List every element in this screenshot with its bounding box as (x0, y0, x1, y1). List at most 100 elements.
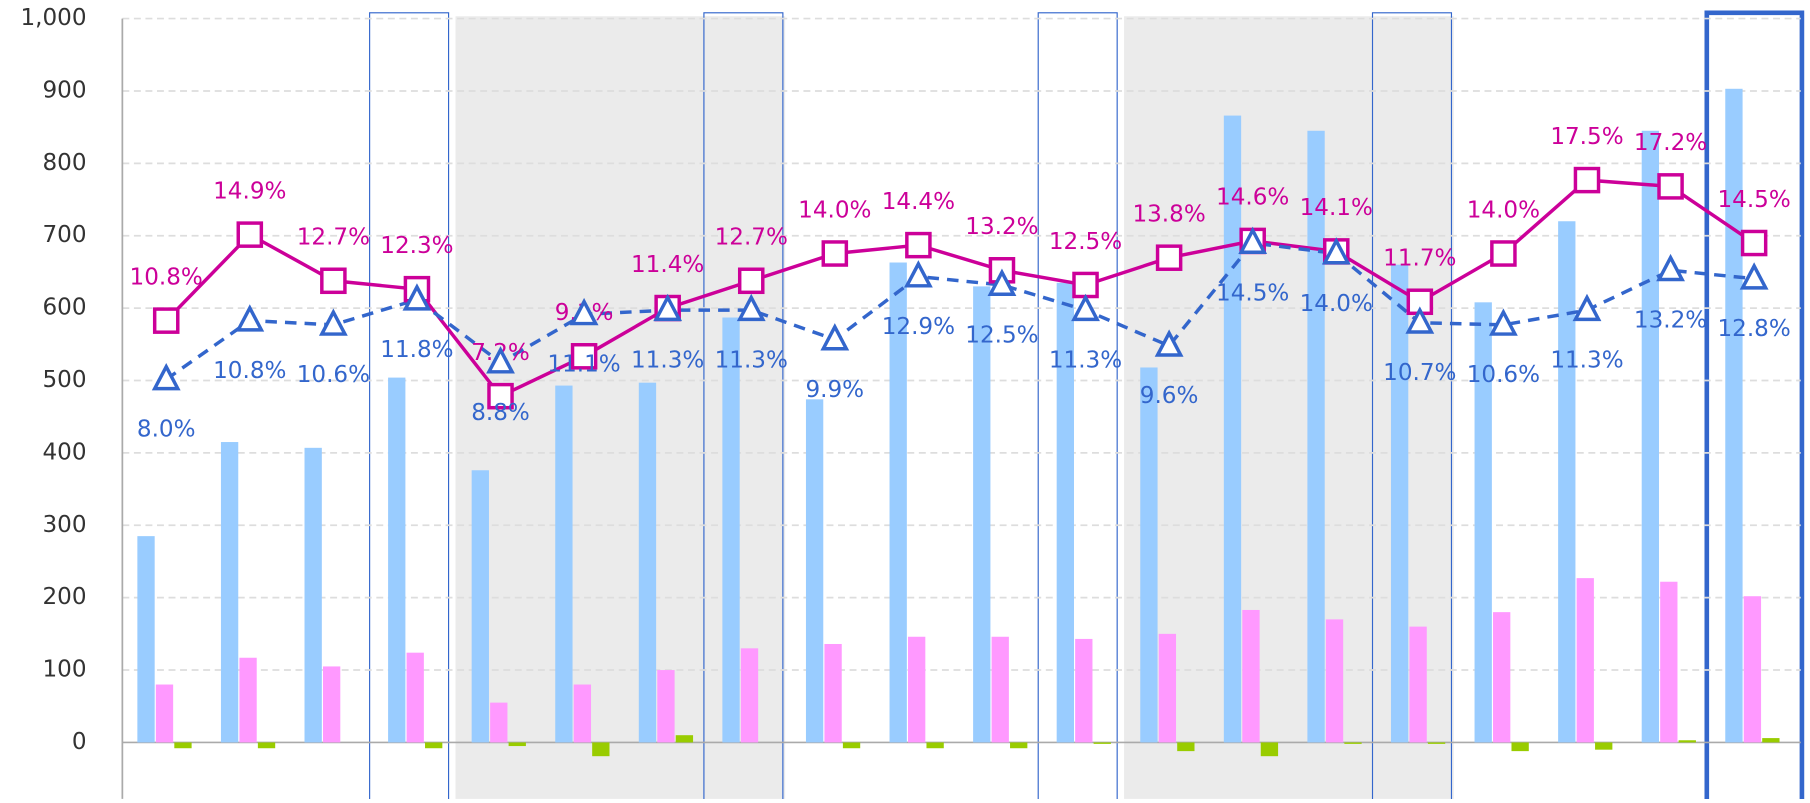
marker (236, 221, 264, 248)
data-label: 10.6% (297, 362, 370, 388)
bar (1641, 130, 1660, 743)
marker (821, 240, 849, 267)
marker (736, 293, 766, 322)
marker (1656, 253, 1685, 282)
bar (1344, 742, 1362, 744)
data-label: 14.0% (1300, 291, 1373, 317)
bar (1427, 742, 1446, 744)
y-tick-label: 200 (43, 584, 87, 610)
data-label: 10.6% (1467, 362, 1540, 388)
bar (155, 684, 174, 743)
bar (239, 657, 257, 743)
bar (1576, 578, 1594, 743)
bar (1307, 130, 1325, 743)
y-tick-label: 400 (43, 439, 87, 465)
marker (737, 267, 765, 295)
y-tick-label: 0 (72, 729, 87, 755)
y-tick-label: 600 (43, 295, 87, 321)
bar (508, 742, 526, 747)
data-label: 14.5% (1216, 280, 1289, 306)
bar (1660, 581, 1678, 743)
data-label: 12.3% (380, 233, 453, 259)
data-label: 12.5% (965, 322, 1038, 348)
data-label: 8.8% (471, 400, 530, 426)
data-label: 12.7% (297, 225, 370, 251)
data-label: 14.0% (1467, 197, 1540, 223)
data-label: 11.3% (1049, 347, 1122, 373)
bar (824, 643, 842, 743)
data-label: 12.9% (882, 314, 955, 340)
data-label: 17.5% (1550, 124, 1623, 150)
data-label: 12.7% (715, 225, 788, 251)
bar (1158, 633, 1177, 743)
bar (740, 648, 759, 743)
data-label: 14.5% (1717, 187, 1790, 213)
bar (908, 636, 926, 743)
bar (1177, 742, 1195, 752)
data-label: 10.7% (1383, 360, 1456, 386)
data-label: 13.8% (1132, 201, 1205, 227)
y-tick-label: 900 (43, 77, 87, 103)
bar (1075, 638, 1093, 743)
marker (1740, 229, 1768, 257)
data-label: 11.8% (380, 337, 453, 363)
bar (722, 317, 740, 743)
y-tick-label: 500 (43, 367, 87, 393)
data-label: 17.2% (1634, 130, 1707, 156)
marker (1154, 329, 1184, 357)
data-label: 11.3% (1550, 347, 1623, 373)
data-label: 11.7% (1383, 246, 1456, 272)
bar (889, 262, 907, 743)
bar (973, 286, 991, 743)
bar (220, 442, 239, 743)
marker (1155, 244, 1183, 271)
bar (657, 670, 675, 743)
data-label: 12.5% (1049, 229, 1122, 255)
marker (151, 362, 181, 391)
data-label: 11.3% (631, 347, 704, 373)
marker (320, 267, 347, 295)
marker (1405, 306, 1435, 334)
bar (1678, 740, 1696, 743)
marker (235, 304, 265, 332)
data-label: 11.1% (547, 352, 620, 378)
bar (991, 636, 1009, 743)
marker (1572, 293, 1602, 322)
marker (487, 382, 514, 410)
marker (1739, 262, 1769, 290)
data-label: 14.1% (1300, 195, 1373, 221)
bar (675, 735, 694, 743)
bar (842, 742, 861, 749)
line (164, 178, 1756, 399)
marker (1490, 240, 1517, 267)
line (165, 241, 1755, 381)
bar (1093, 742, 1111, 744)
marker (1573, 166, 1601, 194)
bar (1010, 742, 1028, 749)
y-tick-label: 1,000 (20, 5, 86, 31)
y-tick-label: 800 (43, 150, 87, 176)
data-label: 10.8% (213, 358, 286, 384)
y-tick-label: 100 (43, 657, 87, 683)
bar (388, 377, 406, 743)
data-label: 11.3% (715, 347, 788, 373)
bar (1140, 367, 1158, 743)
data-label: 13.2% (965, 214, 1038, 240)
bar (555, 385, 573, 743)
bar (1725, 88, 1743, 743)
bar (592, 742, 610, 757)
bar (257, 742, 276, 749)
marker (1488, 308, 1518, 336)
bar (926, 742, 944, 749)
marker (1238, 226, 1268, 254)
bar (1260, 742, 1279, 757)
bar (1325, 619, 1344, 743)
marker (987, 268, 1017, 296)
marker (1071, 293, 1100, 322)
bar (805, 399, 824, 743)
bar (1390, 264, 1409, 743)
bar (1493, 612, 1511, 743)
marker (402, 283, 432, 311)
data-label: 11.4% (631, 252, 704, 278)
